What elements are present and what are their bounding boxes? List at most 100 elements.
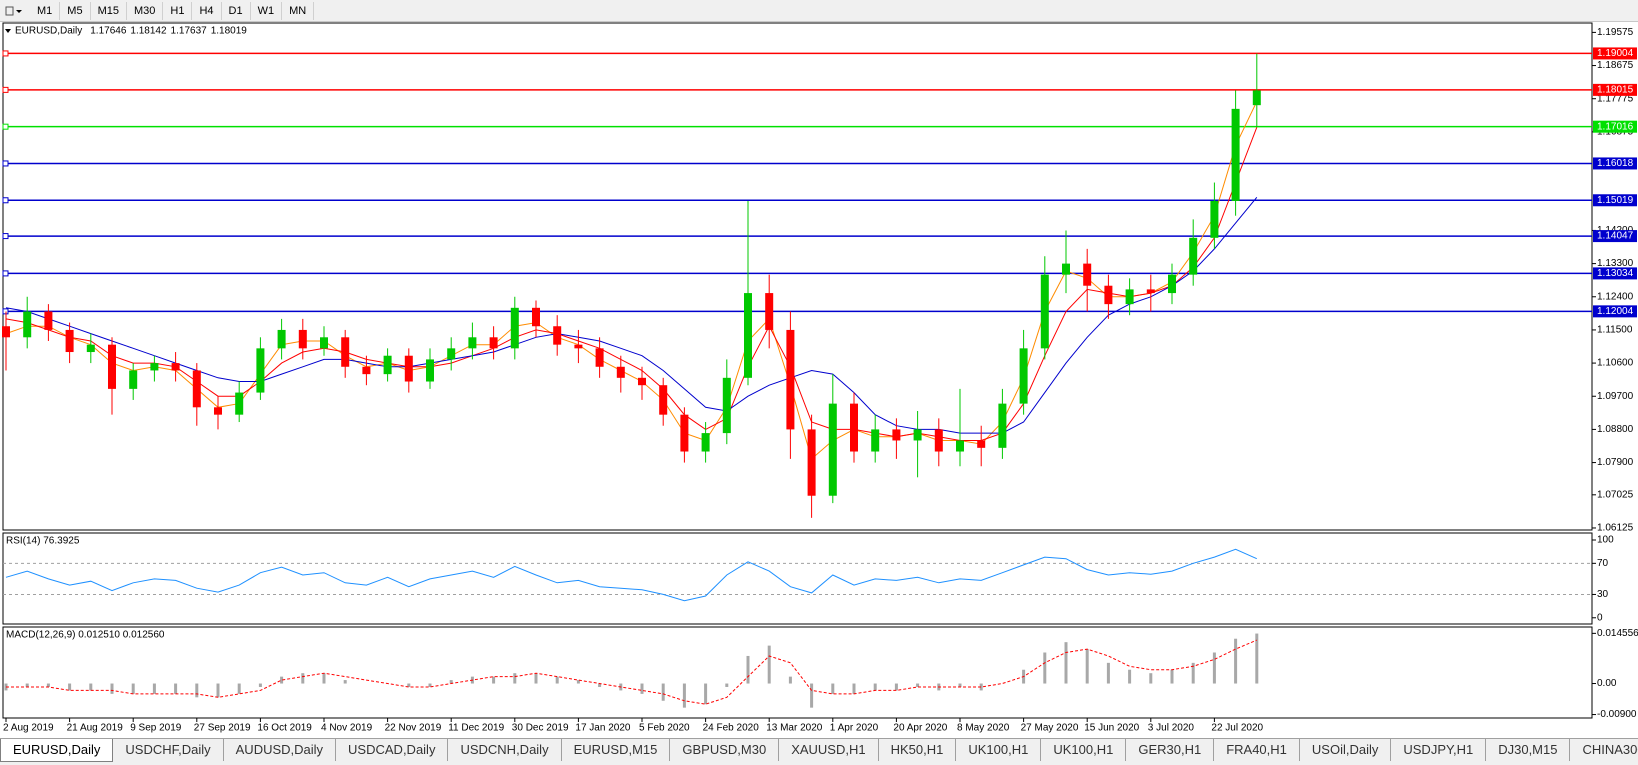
level-label: 1.12004 xyxy=(1597,306,1634,317)
candle-body xyxy=(744,293,752,378)
panel-frame xyxy=(2,22,1593,531)
toolbar: M1 M5 M15 M30 H1 H4 D1 W1 MN xyxy=(0,0,1638,22)
candle-body xyxy=(553,326,562,345)
candle-body xyxy=(1146,289,1155,294)
candle-body xyxy=(680,414,689,452)
candle-body xyxy=(956,440,964,452)
x-tick-label: 4 Nov 2019 xyxy=(321,723,373,734)
ohlc-value: 1.18142 xyxy=(130,26,167,37)
x-tick-label: 5 Feb 2020 xyxy=(639,723,690,734)
timeframe-button[interactable]: D1 xyxy=(222,1,251,20)
x-tick-label: 27 May 2020 xyxy=(1021,723,1079,734)
y-tick-label: 1.19575 xyxy=(1597,27,1634,38)
x-tick-label: 8 May 2020 xyxy=(957,723,1010,734)
level-label: 1.18015 xyxy=(1597,85,1634,96)
candle-body xyxy=(934,429,943,452)
timeframe-button[interactable]: W1 xyxy=(251,1,283,20)
candle-body xyxy=(214,407,222,415)
y-tick-label: 0.00 xyxy=(1597,678,1617,689)
level-label: 1.13034 xyxy=(1597,268,1634,279)
x-tick-label: 9 Sep 2019 xyxy=(130,723,182,734)
chart-tab[interactable]: EURUSD,Daily xyxy=(0,739,114,762)
timeframe-button[interactable]: M5 xyxy=(60,1,91,20)
y-tick-label: 1.10600 xyxy=(1597,358,1634,369)
chart-tab[interactable]: USDCAD,Daily xyxy=(336,739,449,761)
symbol-menu-arrow xyxy=(5,29,11,33)
y-tick-label: 1.18675 xyxy=(1597,60,1634,71)
ohlc-value: 1.18019 xyxy=(211,26,248,37)
candle-body xyxy=(977,440,986,448)
ohlc-value: 1.17646 xyxy=(90,26,127,37)
chart-tab[interactable]: HK50,H1 xyxy=(879,739,957,761)
candle-body xyxy=(1083,263,1092,286)
candle-body xyxy=(1125,289,1134,305)
level-label: 1.19004 xyxy=(1597,48,1634,59)
signal-line xyxy=(6,639,1257,705)
y-tick-label: 1.13300 xyxy=(1597,258,1634,269)
timeframe-button[interactable]: M15 xyxy=(91,1,127,20)
candle-body xyxy=(1168,274,1176,294)
y-tick-label: 1.06125 xyxy=(1597,523,1634,534)
y-tick-label: 100 xyxy=(1597,535,1614,546)
candle-body xyxy=(659,385,668,415)
chart-tab[interactable]: USDJPY,H1 xyxy=(1391,739,1487,761)
x-tick-label: 3 Jul 2020 xyxy=(1148,723,1195,734)
candle-body xyxy=(362,366,371,375)
candle-body xyxy=(913,429,922,441)
candle-body xyxy=(616,366,625,378)
candle-body xyxy=(1231,108,1240,201)
y-tick-label: 70 xyxy=(1597,558,1609,569)
candle-body xyxy=(998,403,1007,448)
chart-tab[interactable]: XAUUSD,H1 xyxy=(779,739,879,761)
level-label-box xyxy=(1593,157,1637,170)
candle-body xyxy=(489,337,498,349)
candle-body xyxy=(235,392,244,415)
chart-tab[interactable]: EURUSD,M15 xyxy=(562,739,671,761)
candle-body xyxy=(320,337,328,349)
timeframe-button[interactable]: M30 xyxy=(127,1,164,20)
x-tick-label: 21 Aug 2019 xyxy=(67,723,124,734)
timeframe-button[interactable]: M1 xyxy=(30,1,61,20)
candle-body xyxy=(595,348,604,367)
candle-body xyxy=(192,370,201,408)
candle-body xyxy=(701,433,710,452)
chart-tab[interactable]: GBPUSD,M30 xyxy=(670,739,780,761)
y-tick-label: 1.07900 xyxy=(1597,457,1634,468)
toolbar-menu[interactable] xyxy=(4,4,24,18)
indicator-title: MACD(12,26,9) 0.012510 0.012560 xyxy=(6,630,165,641)
chart-tab[interactable]: USDCHF,Daily xyxy=(113,739,224,761)
chart-tab[interactable]: AUDUSD,Daily xyxy=(224,739,337,761)
y-tick-label: -0.00900 xyxy=(1597,709,1637,720)
x-tick-label: 2 Aug 2019 xyxy=(3,723,54,734)
panel-frame xyxy=(2,626,1593,719)
chart-tab[interactable]: USDCNH,Daily xyxy=(448,739,562,761)
level-handle xyxy=(2,270,9,277)
y-tick-label: 1.17775 xyxy=(1597,93,1634,104)
candle-body xyxy=(1252,90,1261,106)
y-tick-label: 1.11500 xyxy=(1597,325,1633,336)
chart-tab[interactable]: USOil,Daily xyxy=(1300,739,1392,761)
candle-body xyxy=(510,307,519,349)
chart-tab[interactable]: UK100,H1 xyxy=(956,739,1042,761)
candle-body xyxy=(638,377,646,386)
timeframe-button[interactable]: MN xyxy=(282,1,315,20)
candle-body xyxy=(786,329,795,430)
chart-tab[interactable]: GER30,H1 xyxy=(1126,739,1215,761)
chart-tab[interactable]: UK100,H1 xyxy=(1041,739,1127,761)
timeframe-button[interactable]: H1 xyxy=(163,1,193,20)
candle-body xyxy=(1104,285,1113,305)
x-tick-label: 22 Jul 2020 xyxy=(1211,723,1263,734)
candle-body xyxy=(171,363,180,371)
candle-body xyxy=(807,429,816,496)
candle-body xyxy=(447,348,456,360)
x-tick-label: 11 Dec 2019 xyxy=(448,723,504,734)
chart-tab[interactable]: DJ30,M15 xyxy=(1486,739,1571,761)
candle-body xyxy=(129,370,138,389)
timeframe-button[interactable]: H4 xyxy=(192,1,222,20)
chart-tab[interactable]: FRA40,H1 xyxy=(1214,739,1300,761)
candle-body xyxy=(532,307,540,327)
level-label-box xyxy=(1593,305,1637,318)
indicator-title: RSI(14) 76.3925 xyxy=(6,536,80,547)
chart-tab[interactable]: CHINA300,H4 xyxy=(1570,739,1638,761)
y-tick-label: 30 xyxy=(1597,589,1609,600)
